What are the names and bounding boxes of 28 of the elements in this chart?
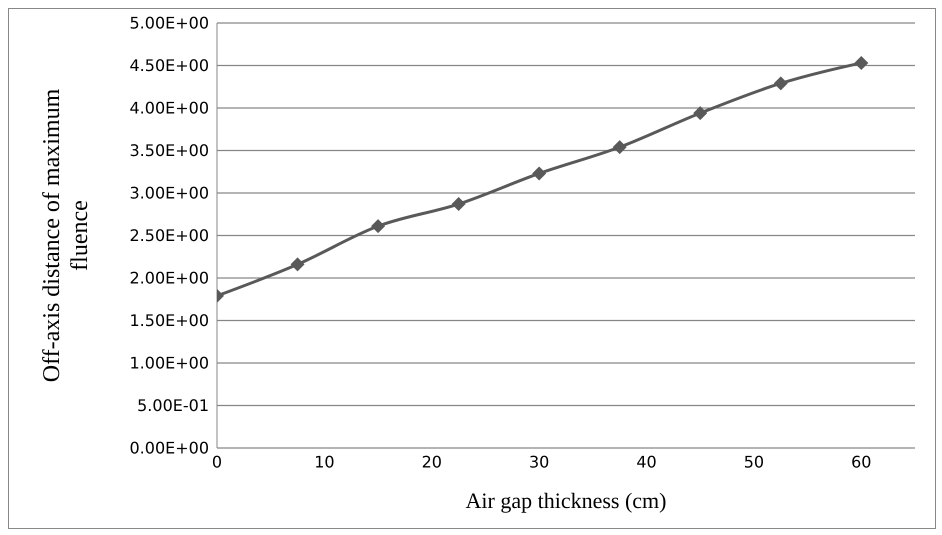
y-tick-label: 4.00E+00	[130, 98, 209, 118]
y-tick-label: 2.50E+00	[130, 226, 209, 246]
y-tick-label: 3.00E+00	[130, 184, 209, 203]
x-tick-label: 20	[422, 452, 442, 472]
point	[693, 106, 708, 120]
y-tick-label: 4.50E+00	[130, 56, 209, 76]
y-tick-label: 1.00E+00	[130, 354, 209, 373]
y-tick-label: 5.00E+00	[130, 14, 209, 33]
x-tick-label: 50	[744, 452, 764, 472]
x-tick-label: 0	[212, 452, 222, 472]
point	[854, 56, 868, 70]
point	[532, 166, 546, 180]
x-tick-label: 10	[314, 452, 335, 472]
point	[452, 197, 466, 212]
point	[612, 140, 627, 154]
y-axis-title: Off-axis distance of maximum fluence	[39, 88, 93, 382]
x-axis-title: Air gap thickness (cm)	[466, 488, 666, 513]
x-tick-label: 40	[636, 452, 657, 472]
point	[371, 219, 386, 234]
y-tick-label: 5.00E-01	[137, 396, 209, 416]
x-tick-label: 60	[851, 452, 872, 472]
y-tick-label: 0.00E+00	[130, 438, 209, 458]
y-tick-label: 3.50E+00	[130, 141, 209, 160]
point	[774, 76, 788, 90]
point	[290, 257, 305, 272]
x-tick-label: 30	[528, 452, 550, 472]
y-tick-label: 1.50E+00	[130, 311, 209, 330]
y-tick-label: 2.00E+00	[130, 268, 209, 288]
